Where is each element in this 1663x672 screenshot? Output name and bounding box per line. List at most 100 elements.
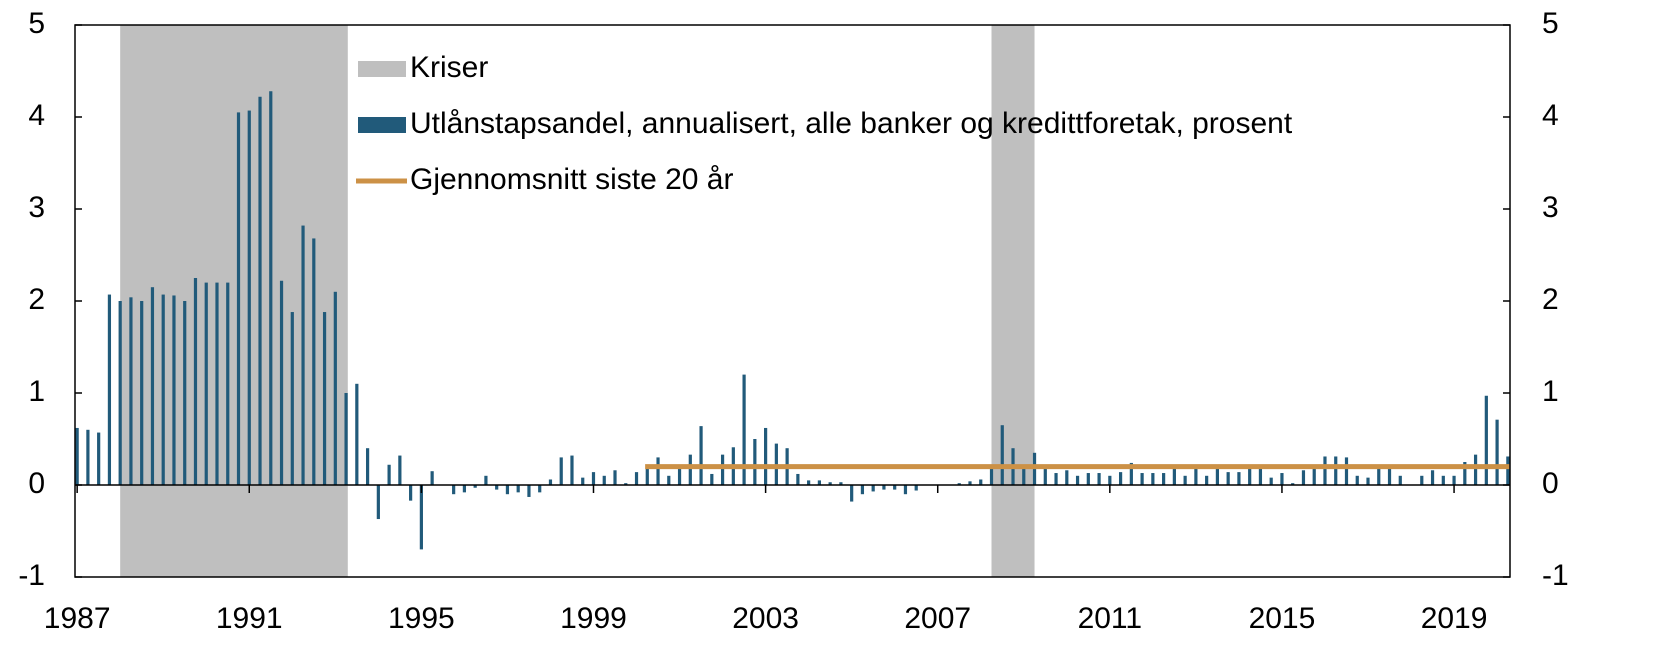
bar (1237, 472, 1241, 485)
bar (516, 485, 520, 493)
y-tick-label: -1 (18, 559, 45, 592)
bar (505, 485, 510, 495)
bar (484, 475, 488, 485)
bar (1108, 475, 1112, 485)
bar (1334, 456, 1338, 485)
bar (1441, 475, 1445, 485)
y-tick-label: 4 (28, 99, 45, 132)
bar (1043, 466, 1047, 485)
bar (538, 485, 542, 493)
bar (1097, 473, 1101, 485)
bar (365, 448, 370, 485)
bar (107, 294, 112, 485)
bar (1000, 425, 1004, 485)
bar (236, 112, 241, 486)
bar (699, 426, 703, 485)
bar (979, 479, 983, 485)
bar (1162, 473, 1166, 485)
x-tick-label: 1999 (560, 602, 627, 635)
x-tick-label: 2007 (904, 602, 971, 635)
bar (613, 470, 617, 485)
bar (1387, 466, 1392, 485)
bar (140, 301, 144, 485)
bar (581, 477, 585, 485)
legend-label: Gjennomsnitt siste 20 år (410, 163, 733, 196)
bar (1430, 470, 1435, 485)
bar (1301, 470, 1306, 485)
bar (903, 485, 908, 495)
y2-tick-label: 2 (1542, 283, 1559, 316)
bar (1022, 464, 1026, 485)
bar (1495, 419, 1499, 485)
bar (473, 485, 477, 488)
y2-tick-label: 4 (1542, 99, 1559, 132)
bar (1172, 468, 1176, 485)
bar (247, 110, 251, 485)
bar (387, 464, 391, 485)
bar (914, 485, 918, 491)
bar (355, 383, 359, 485)
bar (1194, 468, 1198, 485)
bar (742, 374, 746, 485)
bar (1355, 475, 1359, 485)
y2-tick-label: 5 (1542, 7, 1559, 40)
y2-tick-label: 0 (1542, 467, 1559, 500)
legend-swatch (358, 117, 406, 133)
bar (1344, 457, 1349, 485)
bar (839, 482, 843, 485)
bar (559, 457, 563, 485)
bar (97, 432, 101, 485)
bar (215, 282, 219, 485)
bar (419, 485, 423, 550)
bar (376, 485, 380, 520)
bar (807, 480, 811, 485)
bar (269, 91, 273, 486)
bar (710, 473, 714, 485)
bar (1086, 473, 1090, 485)
x-tick-label: 1987 (44, 602, 111, 635)
bar (322, 312, 327, 485)
bar (527, 485, 531, 497)
x-tick-label: 1995 (388, 602, 455, 635)
y2-tick-label: 1 (1542, 375, 1559, 408)
bar (828, 482, 832, 485)
bar (1226, 472, 1230, 485)
bar (1484, 395, 1488, 485)
bar (624, 483, 628, 485)
bar (720, 454, 725, 485)
bar (1366, 477, 1370, 485)
bar (1118, 472, 1123, 485)
bar (817, 480, 821, 485)
bar (688, 454, 692, 485)
bar (850, 485, 854, 502)
bar (495, 485, 499, 490)
x-tick-label: 1991 (216, 602, 283, 635)
bar (398, 455, 402, 485)
bar (86, 429, 90, 485)
bar (1377, 464, 1381, 485)
y-tick-label: 0 (28, 467, 45, 500)
bar (1065, 470, 1069, 485)
bar (204, 282, 208, 485)
bar (452, 485, 456, 495)
bar (634, 472, 639, 485)
bar (301, 225, 305, 485)
bar (409, 485, 413, 501)
bar (1312, 466, 1316, 485)
bar (1248, 468, 1252, 485)
bar (183, 301, 187, 485)
bar (129, 297, 133, 485)
bar (677, 466, 682, 485)
bar (150, 287, 155, 485)
bar (893, 485, 897, 490)
bar (989, 466, 994, 485)
bar (1205, 475, 1209, 485)
bar (258, 96, 262, 485)
bar (796, 473, 800, 485)
bar (1140, 473, 1144, 485)
legend-label: Kriser (410, 51, 488, 84)
bar (1215, 468, 1220, 485)
bar (161, 294, 165, 485)
bar (333, 291, 337, 485)
bar (1151, 473, 1155, 485)
